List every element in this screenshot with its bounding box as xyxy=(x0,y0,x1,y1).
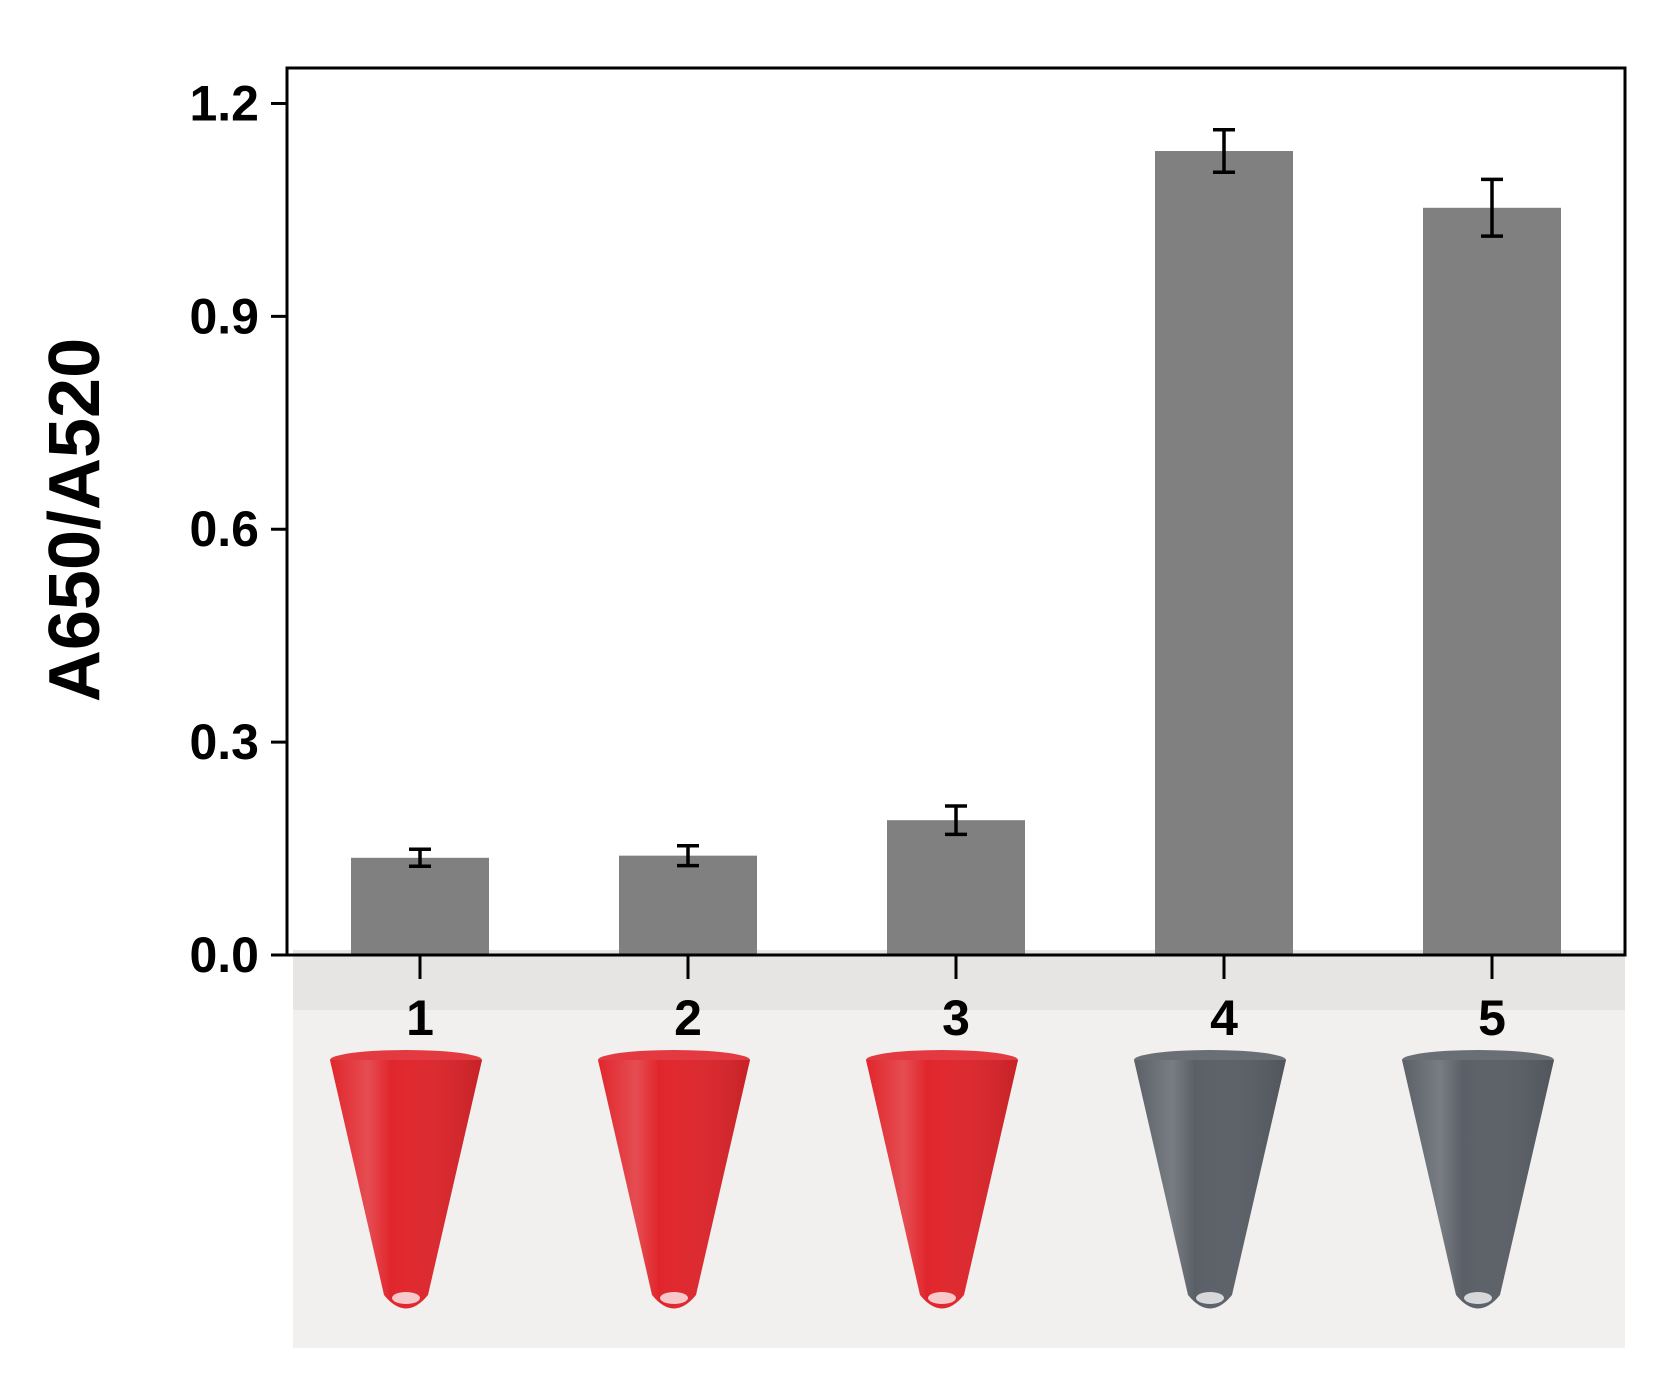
photo-top-shadow xyxy=(293,950,1625,1010)
x-tick-label: 3 xyxy=(942,990,970,1046)
bar-1 xyxy=(351,857,489,955)
error-bar-2 xyxy=(677,843,699,868)
y-tick-label: 1.2 xyxy=(189,75,259,131)
tube-bottom-highlight xyxy=(1464,1292,1492,1304)
y-tick-label: 0.3 xyxy=(189,714,259,770)
error-bar-1 xyxy=(409,847,431,869)
x-tick-label: 5 xyxy=(1478,990,1506,1046)
y-tick-label: 0.6 xyxy=(189,501,259,557)
bar-2 xyxy=(619,855,757,955)
tube-shine xyxy=(1134,1060,1286,1309)
tube-bottom-highlight xyxy=(660,1292,688,1304)
y-tick-label: 0.9 xyxy=(189,288,259,344)
tube-shine xyxy=(1402,1060,1554,1309)
tube-shine xyxy=(598,1060,750,1309)
tick-labels: 0.0 0.3 0.6 0.9 1.2 1 2 3 4 5 xyxy=(189,75,1505,1046)
tube-1 xyxy=(330,1050,482,1309)
tube-bottom-highlight xyxy=(1196,1292,1224,1304)
y-axis-label: A650/A520 xyxy=(35,337,115,703)
error-bar-3 xyxy=(945,804,967,837)
tube-5 xyxy=(1402,1050,1554,1309)
tube-3 xyxy=(866,1050,1018,1309)
tube-shine xyxy=(330,1060,482,1309)
tube-bottom-highlight xyxy=(392,1292,420,1304)
x-tick-label: 1 xyxy=(406,990,434,1046)
error-bar-4 xyxy=(1213,127,1235,175)
x-tick-label: 2 xyxy=(674,990,702,1046)
y-tick-label: 0.0 xyxy=(189,927,259,983)
bars xyxy=(351,127,1561,955)
bar-5 xyxy=(1423,207,1561,955)
axes xyxy=(271,66,1627,979)
tube-bottom-highlight xyxy=(928,1292,956,1304)
tube-photo xyxy=(293,950,1625,1348)
tube-4 xyxy=(1134,1050,1286,1309)
bar-3 xyxy=(887,820,1025,955)
tube-shine xyxy=(866,1060,1018,1309)
tube-2 xyxy=(598,1050,750,1309)
x-tick-label: 4 xyxy=(1210,990,1238,1046)
error-bar-5 xyxy=(1481,177,1503,238)
bar-4 xyxy=(1155,151,1293,955)
